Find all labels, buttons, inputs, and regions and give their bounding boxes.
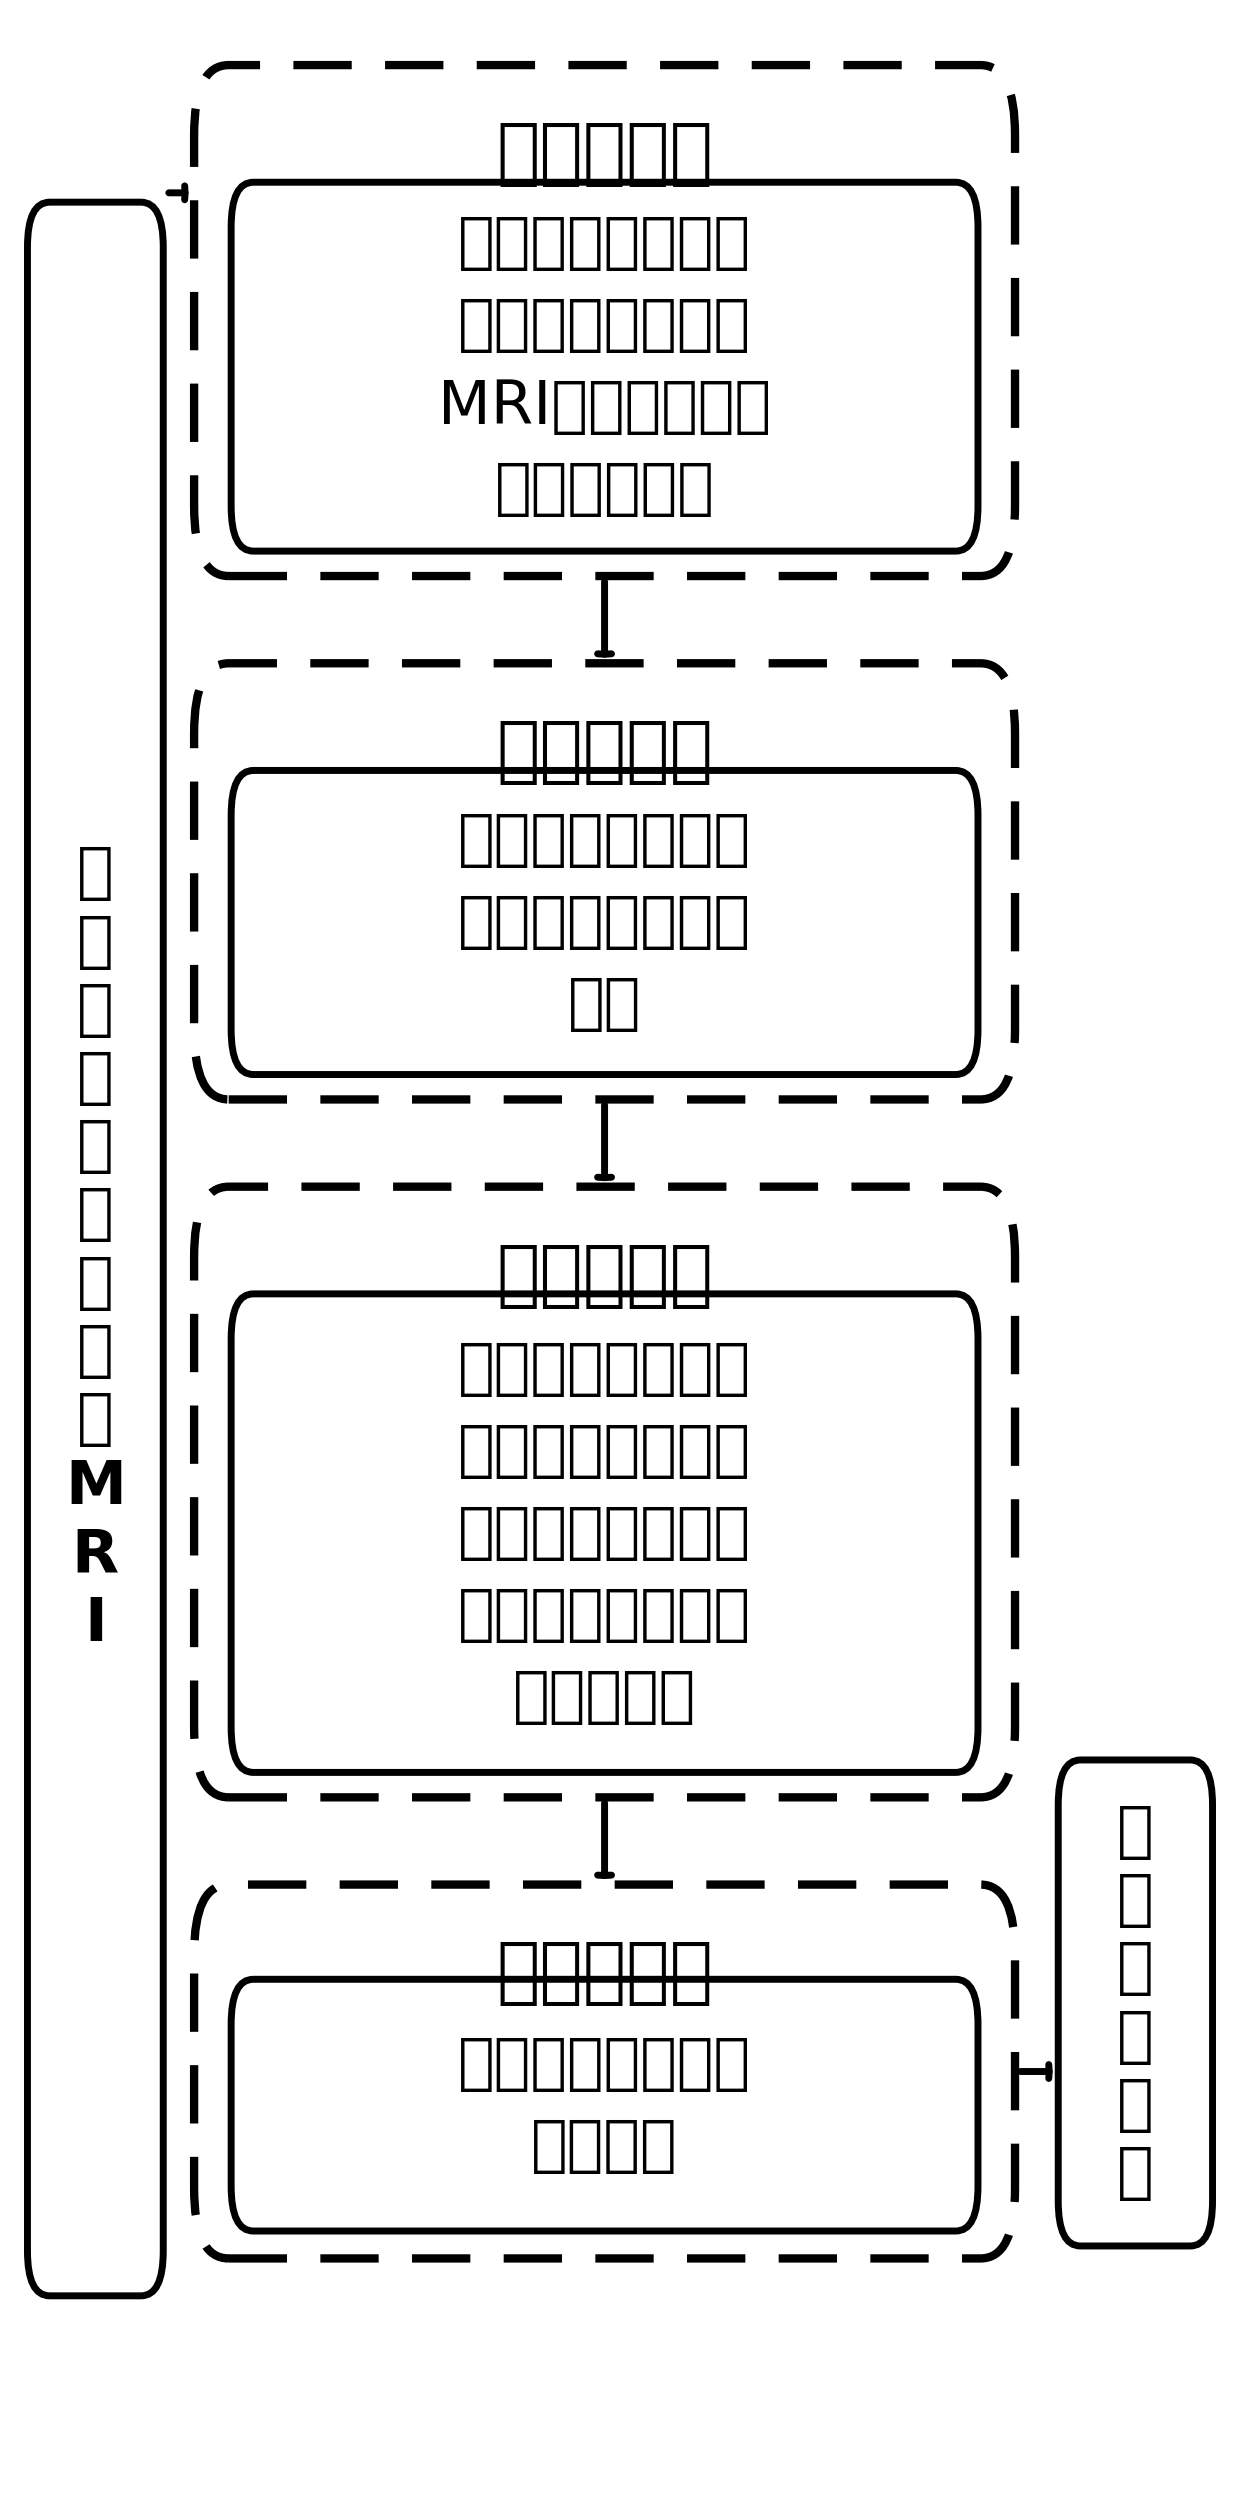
FancyBboxPatch shape	[195, 1187, 1016, 1799]
FancyBboxPatch shape	[231, 182, 978, 552]
FancyBboxPatch shape	[27, 202, 164, 2296]
Text: 预处理过程: 预处理过程	[496, 120, 713, 190]
Text: 中值滤波、阈值分
割和填充: 中值滤波、阈值分 割和填充	[458, 2036, 751, 2176]
FancyBboxPatch shape	[195, 664, 1016, 1099]
FancyBboxPatch shape	[195, 1883, 1016, 2258]
Text: 最
终
分
割
结
果: 最 终 分 割 结 果	[1117, 1804, 1153, 2203]
FancyBboxPatch shape	[231, 1978, 978, 2231]
Text: 粗分割过程: 粗分割过程	[496, 717, 713, 787]
Text: 收集并预处理脑胶
质母细胞瘤多模态
MRI，建立训练样
本和测试样本: 收集并预处理脑胶 质母细胞瘤多模态 MRI，建立训练样 本和测试样本	[438, 215, 771, 520]
Text: 精分割过程: 精分割过程	[496, 1242, 713, 1311]
FancyBboxPatch shape	[231, 1294, 978, 1774]
Text: 胶
质
母
细
胞
瘤
多
模
态
M
R
I: 胶 质 母 细 胞 瘤 多 模 态 M R I	[64, 844, 125, 1654]
FancyBboxPatch shape	[231, 769, 978, 1074]
Text: 融合区域生长结果
和粗分割结果生成
再训练数据，重新
训练随机森林模型
实现精分割: 融合区域生长结果 和粗分割结果生成 再训练数据，重新 训练随机森林模型 实现精分…	[458, 1339, 751, 1726]
FancyBboxPatch shape	[195, 65, 1016, 577]
Text: 后处理过程: 后处理过程	[496, 1938, 713, 2008]
FancyBboxPatch shape	[1058, 1761, 1213, 2246]
Text: 构建并训练初始随
机森林模型进行粗
分割: 构建并训练初始随 机森林模型进行粗 分割	[458, 812, 751, 1034]
